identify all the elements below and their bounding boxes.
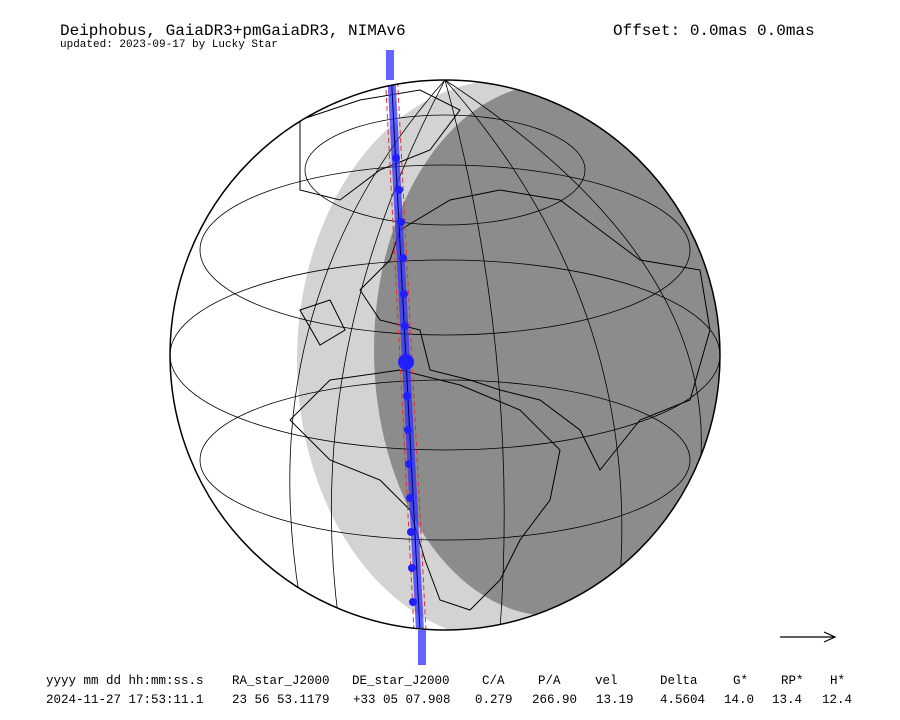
- column-header: DE_star_J2000: [352, 674, 450, 688]
- column-header: H*: [830, 674, 845, 688]
- table-cell: 266.90: [532, 693, 577, 707]
- table-cell: 14.0: [724, 693, 754, 707]
- table-cell: +33 05 07.908: [353, 693, 451, 707]
- table-cell: 23 56 53.1179: [232, 693, 330, 707]
- graticule: [170, 80, 720, 630]
- coastlines: [289, 89, 711, 611]
- path-ends: [386, 50, 426, 665]
- title: Deiphobus, GaiaDR3+pmGaiaDR3, NIMAv6: [60, 22, 406, 40]
- time-markers: [392, 154, 417, 606]
- table-cell: 13.4: [772, 693, 802, 707]
- column-header: RA_star_J2000: [232, 674, 330, 688]
- column-header: P/A: [538, 674, 561, 688]
- direction-arrow: [780, 631, 837, 643]
- column-header: Delta: [660, 674, 698, 688]
- table-cell: 2024-11-27 17:53:11.1: [46, 693, 204, 707]
- table-cell: 12.4: [822, 693, 852, 707]
- data-table: yyyy mm dd hh:mm:ss.s RA_star_J2000 DE_s…: [46, 674, 852, 707]
- table-cell: 13.19: [596, 693, 634, 707]
- column-header: vel: [595, 674, 618, 688]
- column-header: C/A: [482, 674, 505, 688]
- night-side: [374, 84, 720, 616]
- table-cell: 0.279: [475, 693, 513, 707]
- column-header: yyyy mm dd hh:mm:ss.s: [46, 674, 204, 688]
- subtitle: updated: 2023-09-17 by Lucky Star: [60, 39, 278, 51]
- column-header: RP*: [781, 674, 804, 688]
- globe: [170, 80, 720, 630]
- globe-outline: [169, 79, 721, 631]
- offset: Offset: 0.0mas 0.0mas: [613, 22, 815, 40]
- column-header: G*: [733, 674, 748, 688]
- table-cell: 4.5604: [660, 693, 705, 707]
